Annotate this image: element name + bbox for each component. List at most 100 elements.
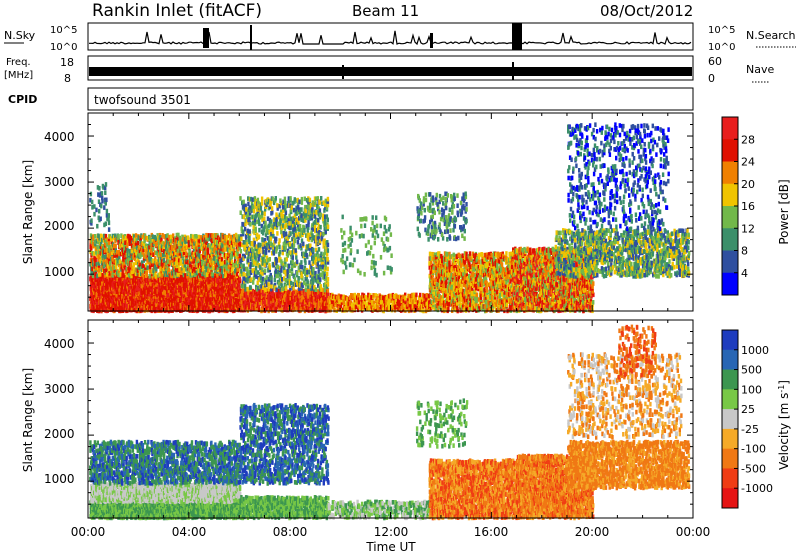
echo-cell [264, 268, 267, 274]
cpid-label: CPID [8, 93, 37, 106]
nave-tick-bottom: 0 [708, 72, 715, 85]
echo-cell [107, 254, 111, 259]
echo-cell [248, 229, 251, 234]
echo-cell [162, 298, 166, 304]
nave-label: Nave [746, 63, 774, 76]
echo-cell [164, 295, 167, 300]
echo-cell [270, 284, 273, 289]
echo-cell [280, 229, 283, 235]
echo-cell [265, 275, 268, 280]
echo-cell [264, 220, 267, 226]
echo-cell [266, 236, 269, 241]
echo-cell [114, 301, 117, 307]
echo-cell [170, 298, 173, 303]
echo-cell [254, 265, 258, 271]
echo-cell [239, 196, 242, 201]
echo-cell [142, 293, 146, 298]
echo-cell [275, 212, 278, 217]
echo-cell [115, 294, 118, 300]
echo-cell [179, 304, 182, 310]
echo-cell [175, 294, 178, 299]
echo-cell [270, 280, 273, 285]
echo-cell [267, 282, 270, 287]
echo-cell [107, 240, 111, 246]
echo-cell [249, 222, 252, 227]
echo-cell [90, 294, 93, 299]
nsky-tick-bottom: 10^0 [50, 42, 77, 53]
echo-cell [284, 286, 288, 291]
freq-tick-bottom: 8 [64, 72, 71, 85]
echo-cell [141, 263, 144, 269]
echo-cell [152, 306, 156, 311]
echo-cell [148, 274, 151, 279]
echo-cell [270, 275, 273, 281]
echo-cell [156, 298, 159, 304]
echo-cell [114, 243, 117, 249]
echo-cell [162, 296, 166, 301]
echo-cell [128, 307, 132, 313]
echo-cell [101, 273, 104, 278]
echo-cell [92, 300, 96, 306]
beam-title: Beam 11 [352, 2, 419, 20]
power-scatter-cells [89, 122, 691, 314]
echo-cell [165, 254, 168, 260]
echo-cell [130, 305, 134, 311]
echo-cell [155, 302, 158, 307]
echo-cell [276, 203, 279, 208]
echo-cell [258, 221, 261, 227]
echo-cell [263, 216, 266, 221]
nsearch-label: N.Search [746, 29, 796, 42]
echo-cell [182, 296, 185, 301]
echo-cell [197, 303, 201, 309]
echo-cell [117, 234, 120, 239]
echo-cell [132, 262, 135, 267]
echo-cell [280, 268, 283, 273]
echo-cell [220, 261, 223, 266]
echo-cell [274, 196, 277, 201]
echo-cell [256, 270, 260, 275]
echo-cell [185, 251, 188, 256]
echo-cell [275, 258, 278, 263]
echo-cell [111, 299, 114, 304]
echo-cell [167, 267, 171, 273]
echo-cell [108, 245, 111, 250]
echo-cell [136, 240, 140, 246]
echo-cell [272, 251, 276, 256]
echo-cell [284, 231, 288, 237]
echo-cell [155, 266, 158, 272]
nsky-panel: N.Sky 10^5 10^0 10^5 10^0 N.Search [4, 22, 796, 53]
power-panel: Slant Range [km] 1000 2000 3000 4000 282… [21, 112, 791, 314]
echo-cell [284, 245, 287, 250]
echo-cell [242, 263, 245, 269]
echo-cell [260, 201, 264, 206]
echo-cell [258, 243, 262, 248]
echo-cell [275, 245, 278, 250]
echo-cell [276, 231, 279, 236]
echo-cell [117, 304, 120, 309]
echo-cell [168, 302, 172, 307]
echo-cell [248, 235, 251, 240]
nsky-trace [89, 30, 692, 46]
echo-cell [260, 196, 264, 202]
echo-cell [157, 304, 160, 309]
echo-cell [97, 267, 101, 273]
nsky-label: N.Sky [4, 29, 36, 42]
freq-panel: Freq. [MHz] 18 8 60 0 Nave [4, 55, 774, 85]
echo-cell [240, 236, 243, 242]
echo-cell [271, 196, 274, 202]
echo-cell [99, 233, 103, 239]
echo-cell [128, 248, 131, 254]
echo-cell [178, 235, 181, 241]
echo-cell [201, 296, 205, 301]
echo-cell [263, 262, 266, 268]
echo-cell [287, 263, 291, 269]
echo-cell [94, 234, 97, 239]
echo-cell [254, 226, 257, 232]
echo-cell [188, 294, 191, 299]
echo-cell [187, 235, 190, 240]
cpid-value: twofsound 3501 [94, 93, 191, 107]
echo-cell [151, 305, 154, 310]
echo-cell [275, 287, 278, 293]
echo-cell [225, 235, 229, 240]
echo-cell [122, 306, 125, 312]
